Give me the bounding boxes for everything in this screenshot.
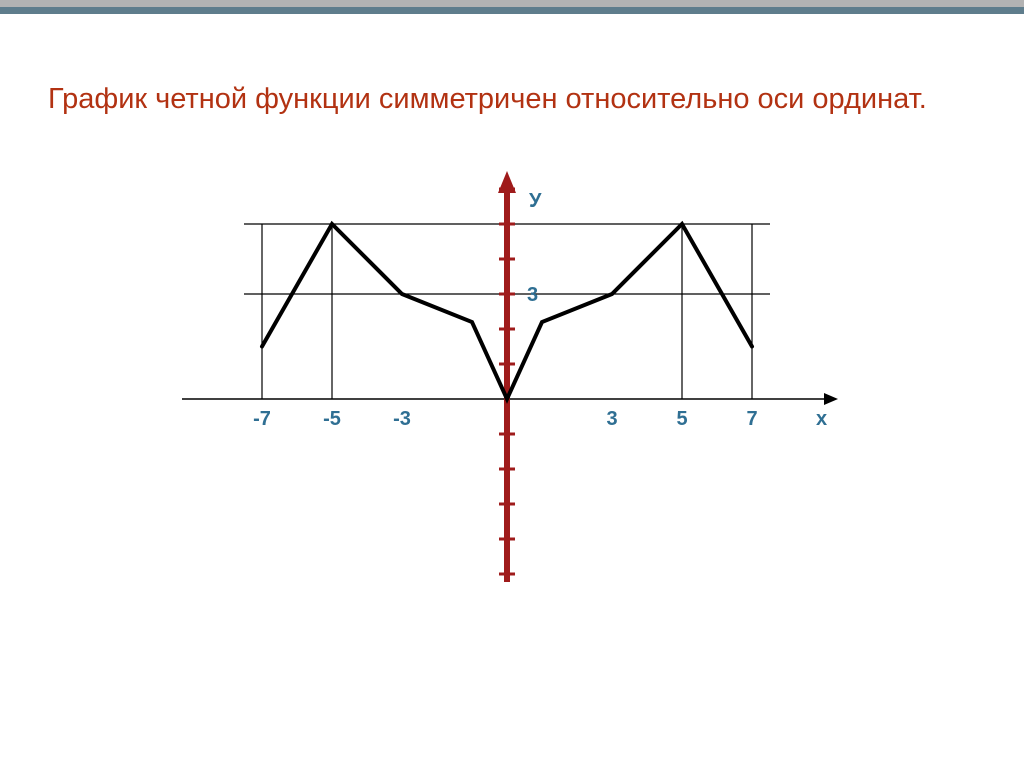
x-tick-label: 3 — [606, 408, 617, 430]
chart-container: -7 -5 -3 3 5 7 3 Ух — [162, 169, 862, 609]
y-tick-label: 3 — [527, 284, 538, 306]
x-axis-label: х — [816, 408, 827, 430]
x-tick-label: -5 — [323, 408, 341, 430]
x-tick-label: 5 — [676, 408, 687, 430]
decor-top-bars — [0, 0, 1024, 14]
page-title: График четной функции симметричен относи… — [48, 80, 976, 119]
decor-bar-1 — [0, 0, 1024, 7]
content-area: График четной функции симметричен относи… — [48, 80, 976, 609]
x-tick-label: -3 — [393, 408, 411, 430]
x-tick-label: -7 — [253, 408, 271, 430]
decor-bar-2 — [0, 7, 1024, 14]
chart-svg: -7 -5 -3 3 5 7 3 Ух — [162, 169, 852, 614]
y-axis-label: У — [529, 190, 542, 212]
x-tick-label: 7 — [746, 408, 757, 430]
